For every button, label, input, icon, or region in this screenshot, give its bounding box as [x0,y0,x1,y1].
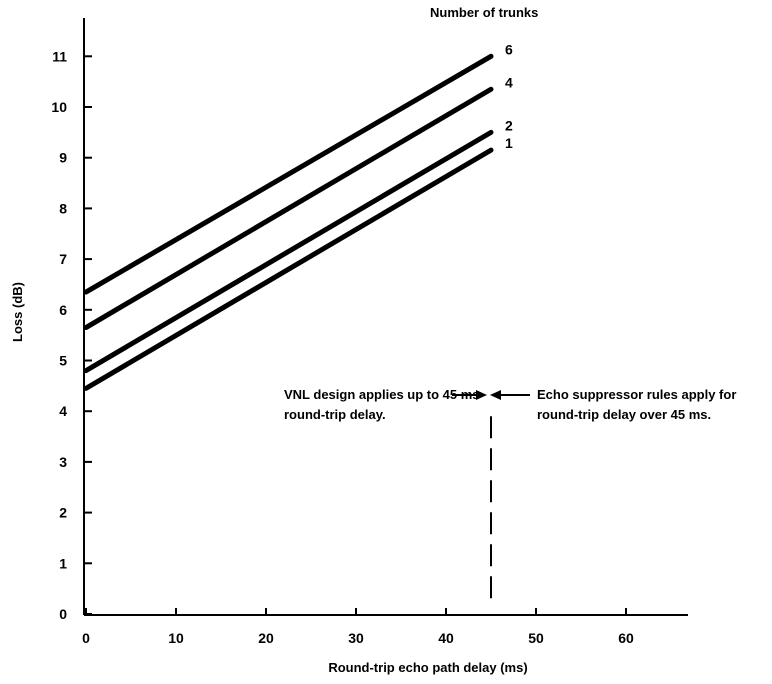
series-label-1: 1 [505,135,513,151]
x-tick-label: 0 [82,630,90,646]
x-tick-label: 10 [168,630,184,646]
x-tick-label: 40 [438,630,454,646]
annotation-left-line2: round-trip delay. [284,407,386,422]
y-tick-label: 10 [51,99,67,115]
series-line-4 [83,86,494,331]
y-tick-label: 7 [59,251,67,267]
x-tick-label: 30 [348,630,364,646]
left-arrow [452,390,487,400]
series-line-2 [83,129,494,374]
y-tick-label: 1 [59,555,67,571]
x-tick-label: 60 [618,630,634,646]
y-axis-title: Loss (dB) [10,282,25,342]
y-tick-label: 0 [59,606,67,622]
y-tick-label: 9 [59,150,67,166]
y-tick-label: 5 [59,353,67,369]
x-tick-label: 50 [528,630,544,646]
y-tick-label: 4 [59,403,67,419]
y-ticks: 0 1 2 3 4 5 6 7 8 9 10 11 [51,48,92,622]
y-tick-label: 11 [52,48,67,64]
series-line-6 [83,53,494,295]
right-arrow [490,390,530,400]
annotation-left-line1: VNL design applies up to 45 ms [284,387,480,402]
x-tick-label: 20 [258,630,274,646]
series-line-1 [83,147,494,391]
x-ticks: 0 10 20 30 40 50 60 [82,608,634,646]
series-lines [83,53,494,391]
y-tick-label: 6 [59,302,67,318]
series-label-2: 2 [505,117,513,133]
y-tick-label: 2 [59,505,67,521]
y-tick-label: 3 [59,454,67,470]
annotation-right-line2: round-trip delay over 45 ms. [537,407,711,422]
x-axis-title: Round-trip echo path delay (ms) [328,660,527,675]
series-label-4: 4 [505,74,513,90]
y-tick-label: 8 [59,200,67,216]
series-label-6: 6 [505,41,513,57]
annotation-right-line1: Echo suppressor rules apply for [537,387,736,402]
legend-title: Number of trunks [430,5,538,20]
series-labels: 6 4 2 1 [505,41,513,151]
